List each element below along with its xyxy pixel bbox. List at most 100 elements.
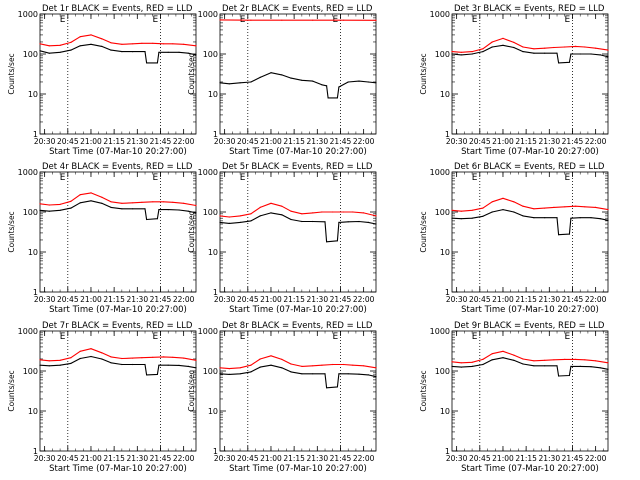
data-point-events: [367, 81, 369, 83]
x-tick-label: 21:45: [150, 137, 172, 146]
data-point-lld: [607, 362, 609, 364]
x-axis-label: Start Time (07-Mar-10 20:27:00): [461, 464, 599, 474]
data-point-events: [502, 357, 504, 359]
x-tick-label: 21:45: [562, 454, 584, 463]
plot-frame: [219, 330, 377, 452]
data-point-lld: [281, 205, 283, 207]
data-point-events: [144, 51, 146, 53]
data-point-events: [326, 85, 328, 87]
data-point-events: [90, 355, 92, 358]
data-point-events: [178, 209, 180, 211]
data-point-events: [544, 52, 546, 54]
data-point-lld: [363, 212, 365, 214]
data-point-events: [146, 218, 148, 221]
x-tick-label: 20:30: [34, 137, 56, 146]
y-tick-label: 1000: [198, 10, 218, 19]
data-point-lld: [259, 206, 261, 208]
data-point-events: [599, 54, 601, 56]
data-point-events: [270, 72, 272, 74]
data-point-events: [347, 373, 349, 375]
data-point-events: [239, 221, 241, 223]
data-point-events: [301, 220, 303, 223]
data-point-events: [482, 363, 484, 366]
y-axis-label: Counts/sec: [419, 370, 428, 411]
x-tick-label: 21:00: [80, 454, 102, 463]
y-tick-label: 1000: [18, 168, 38, 177]
data-point-lld: [451, 209, 453, 211]
data-point-events: [239, 373, 241, 375]
data-point-lld: [132, 357, 134, 359]
data-point-events: [270, 212, 272, 214]
panel-title: Det 2r BLACK = Events, RED = LLD: [222, 4, 373, 14]
data-point-lld: [132, 202, 134, 204]
data-point-lld: [259, 358, 261, 360]
data-point-events: [367, 374, 369, 376]
data-point-lld: [163, 43, 165, 45]
data-point-lld: [482, 358, 484, 360]
data-point-events: [110, 206, 112, 208]
series-line-events: [219, 212, 377, 243]
data-point-lld: [553, 206, 555, 208]
data-point-events: [607, 219, 609, 221]
data-point-lld: [70, 200, 72, 202]
event-marker-label: E: [472, 15, 478, 25]
y-tick-label: 1000: [430, 168, 450, 177]
x-tick-label: 21:30: [126, 295, 148, 304]
data-point-events: [324, 221, 326, 223]
data-point-events: [336, 240, 338, 242]
data-point-events: [158, 209, 160, 211]
x-tick-label: 21:45: [562, 295, 584, 304]
data-point-lld: [343, 211, 345, 213]
data-point-events: [471, 53, 473, 55]
data-point-events: [375, 376, 377, 378]
data-point-events: [324, 373, 326, 375]
y-tick-label: 1: [445, 288, 450, 297]
y-tick-label: 100: [23, 367, 38, 376]
data-point-lld: [48, 204, 50, 206]
data-point-lld: [228, 216, 230, 218]
data-point-lld: [110, 201, 112, 203]
data-point-events: [590, 217, 592, 219]
panel-title: Det 9r BLACK = Events, RED = LLD: [454, 321, 605, 331]
data-point-events: [460, 218, 462, 220]
data-point-lld: [79, 194, 81, 196]
data-point-events: [219, 82, 221, 84]
y-tick-label: 1: [33, 447, 38, 456]
data-point-events: [48, 210, 50, 212]
x-tick-label: 21:00: [260, 454, 282, 463]
data-point-events: [259, 366, 261, 368]
x-tick-label: 20:30: [214, 295, 236, 304]
event-marker-label: E: [564, 15, 570, 25]
data-point-events: [156, 62, 158, 64]
x-tick-label: 20:30: [446, 454, 468, 463]
data-point-events: [132, 208, 134, 210]
series-line-events: [219, 364, 377, 389]
x-tick-label: 21:15: [283, 137, 305, 146]
y-tick-label: 10: [208, 248, 218, 257]
data-point-events: [533, 52, 535, 54]
data-point-lld: [607, 209, 609, 211]
data-point-events: [491, 211, 493, 213]
data-point-lld: [482, 48, 484, 50]
event-marker-label: E: [240, 173, 246, 183]
event-marker-label: E: [60, 173, 66, 183]
x-tick-label: 22:00: [585, 137, 607, 146]
data-point-lld: [172, 201, 174, 203]
data-point-lld: [250, 213, 252, 215]
x-tick-label: 21:00: [492, 454, 514, 463]
x-tick-label: 20:45: [469, 295, 491, 304]
data-point-lld: [607, 49, 609, 51]
plot-frame: [219, 171, 377, 293]
data-point-events: [158, 51, 160, 53]
data-point-lld: [564, 46, 566, 48]
data-point-events: [471, 217, 473, 219]
x-tick-label: 20:45: [469, 454, 491, 463]
plot-frame: [39, 330, 197, 452]
y-tick-label: 100: [203, 50, 218, 59]
data-point-lld: [595, 206, 597, 208]
data-point-events: [513, 359, 515, 361]
